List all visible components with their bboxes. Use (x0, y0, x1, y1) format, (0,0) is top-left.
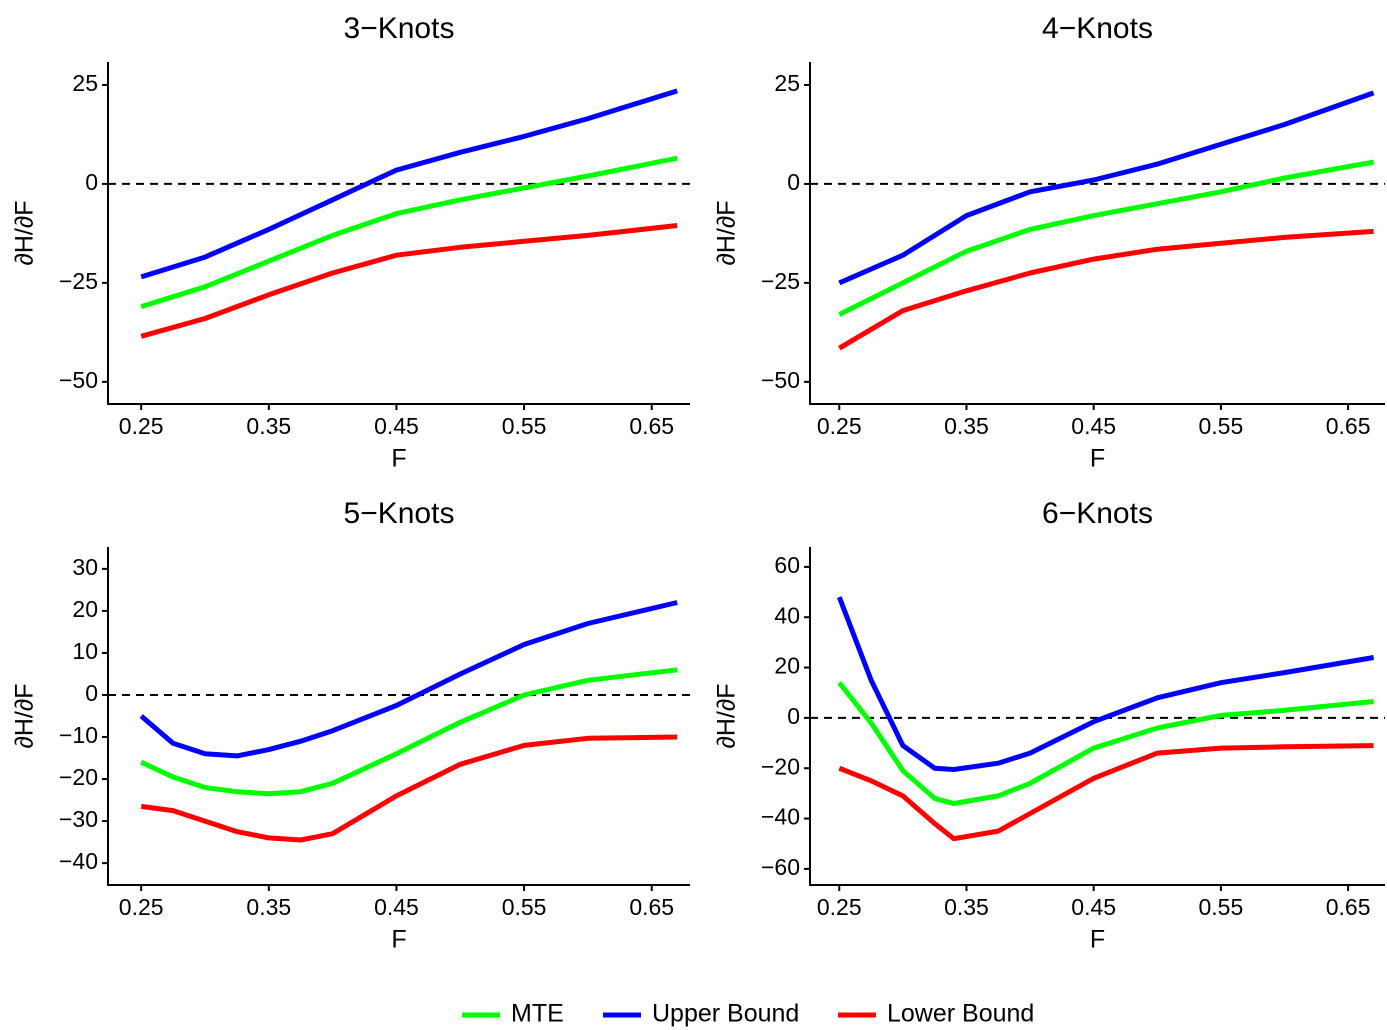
y-tick-label: −20 (59, 764, 98, 790)
y-tick-label: 30 (72, 554, 98, 580)
y-tick-label: 40 (774, 602, 800, 628)
legend-label: Upper Bound (652, 1000, 799, 1028)
y-tick-label: 60 (774, 552, 800, 578)
chart-title: 3−Knots (344, 12, 455, 45)
x-tick-label: 0.35 (246, 894, 291, 920)
x-tick-label: 0.35 (246, 413, 291, 439)
x-tick-label: 0.25 (817, 413, 862, 439)
y-tick-label: −40 (761, 804, 800, 830)
x-axis-title: F (391, 445, 406, 473)
chart-title: 6−Knots (1042, 497, 1153, 530)
y-tick-label: 10 (72, 638, 98, 664)
x-tick-label: 0.25 (119, 413, 164, 439)
y-tick-label: −50 (59, 367, 98, 393)
x-tick-label: 0.45 (374, 413, 419, 439)
x-axis-title: F (1090, 926, 1105, 954)
x-tick-label: 0.55 (502, 413, 547, 439)
y-tick-label: −60 (761, 854, 800, 880)
series-line (836, 596, 1375, 772)
x-tick-label: 0.25 (817, 894, 862, 920)
x-tick-label: 0.45 (1071, 413, 1116, 439)
series-line (140, 223, 678, 339)
y-tick-label: 25 (774, 70, 800, 96)
series-line (140, 667, 678, 797)
y-tick-label: −50 (761, 367, 800, 393)
legend-label: MTE (511, 1000, 564, 1028)
y-tick-label: −25 (761, 268, 800, 294)
x-tick-label: 0.55 (502, 894, 547, 920)
series-line (140, 734, 678, 843)
series-line (838, 228, 1374, 351)
y-tick-label: 0 (787, 169, 800, 195)
series-line (140, 88, 678, 280)
y-tick-label: 0 (85, 169, 98, 195)
x-tick-label: 0.35 (944, 894, 989, 920)
x-tick-label: 0.65 (1326, 894, 1371, 920)
y-tick-label: 20 (774, 653, 800, 679)
x-axis-title: F (1090, 445, 1105, 473)
series-line (838, 90, 1375, 286)
series-line (139, 600, 678, 759)
x-tick-label: 0.25 (119, 894, 164, 920)
y-axis-title: ∂H/∂F (11, 684, 39, 749)
x-tick-label: 0.45 (374, 894, 419, 920)
y-tick-label: −20 (761, 753, 800, 779)
x-tick-label: 0.55 (1199, 413, 1244, 439)
x-tick-label: 0.65 (629, 413, 674, 439)
y-tick-label: 20 (72, 596, 98, 622)
y-tick-label: −25 (59, 268, 98, 294)
x-tick-label: 0.45 (1071, 894, 1116, 920)
chart-title: 4−Knots (1042, 12, 1153, 45)
series-line (838, 159, 1375, 317)
series-line (140, 155, 678, 309)
x-tick-label: 0.35 (944, 413, 989, 439)
y-tick-label: −30 (59, 806, 98, 832)
series-line (838, 743, 1374, 842)
x-axis-title: F (391, 926, 406, 954)
y-tick-label: 0 (85, 680, 98, 706)
y-tick-label: −40 (59, 848, 98, 874)
y-axis-title: ∂H/∂F (713, 684, 741, 749)
y-tick-label: −10 (59, 722, 98, 748)
legend-label: Lower Bound (887, 1000, 1034, 1028)
y-axis-title: ∂H/∂F (713, 201, 741, 266)
x-tick-label: 0.65 (1326, 413, 1371, 439)
x-tick-label: 0.55 (1199, 894, 1244, 920)
chart-title: 5−Knots (344, 497, 455, 530)
y-axis-title: ∂H/∂F (11, 201, 39, 266)
y-tick-label: 25 (72, 70, 98, 96)
series-line (837, 681, 1374, 806)
x-tick-label: 0.65 (629, 894, 674, 920)
y-tick-label: 0 (787, 703, 800, 729)
